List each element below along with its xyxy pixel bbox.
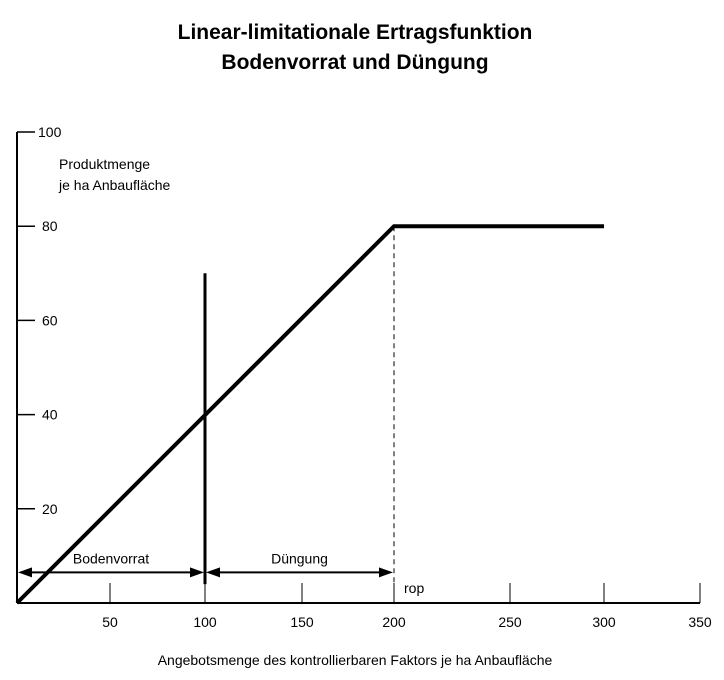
chart-title-line-2: Bodenvorrat und Düngung [221, 51, 488, 74]
y-tick-label: 40 [42, 407, 58, 423]
y-axis-label-line-2: je ha Anbaufläche [58, 177, 171, 193]
y-axis-label-line-1: Produktmenge [59, 156, 150, 172]
rop-label: rop [404, 580, 424, 596]
chart-title-line-1: Linear-limitationale Ertragsfunktion [178, 21, 533, 44]
x-tick-label: 300 [592, 614, 616, 630]
x-axis-label: Angebotsmenge des kontrollierbaren Fakto… [158, 652, 553, 668]
arrow-right-icon [190, 567, 204, 578]
arrow-right-icon [379, 567, 393, 578]
y-tick-label: 100 [38, 124, 62, 140]
x-tick-label: 200 [382, 614, 406, 630]
y-tick-label: 20 [42, 501, 58, 517]
y-tick-label: 80 [42, 218, 58, 234]
x-tick-label: 350 [688, 614, 712, 630]
x-tick-label: 100 [193, 614, 217, 630]
range-label: Bodenvorrat [73, 550, 149, 566]
y-tick-label: 60 [42, 312, 58, 328]
arrow-left-icon [18, 567, 32, 578]
x-tick-label: 250 [498, 614, 522, 630]
x-tick-label: 50 [102, 614, 118, 630]
series-line [15, 224, 604, 605]
arrow-left-icon [206, 567, 220, 578]
x-tick-label: 150 [290, 614, 314, 630]
range-label: Düngung [271, 550, 328, 566]
